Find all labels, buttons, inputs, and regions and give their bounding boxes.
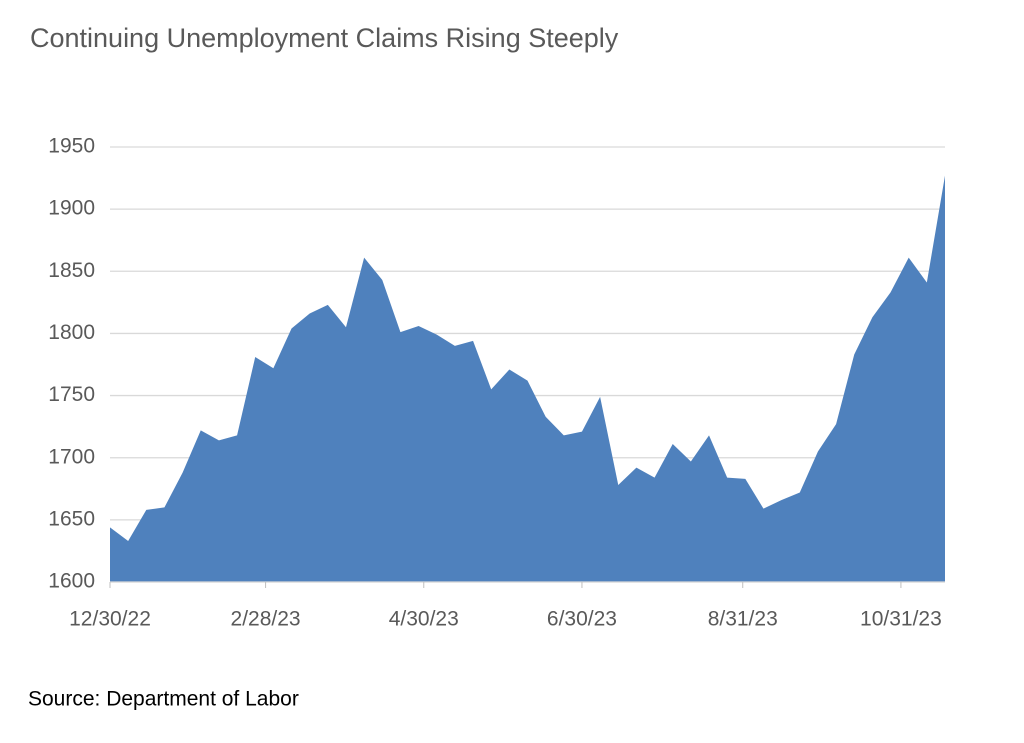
area	[110, 175, 945, 583]
y-tick-label: 1850	[48, 259, 95, 282]
y-tick-label: 1800	[48, 321, 95, 344]
source-note: Source: Department of Labor	[28, 688, 299, 711]
y-tick-label: 1900	[48, 197, 95, 220]
y-tick-label: 1750	[48, 383, 95, 406]
y-tick-label: 1600	[48, 570, 95, 593]
y-tick-label: 1650	[48, 507, 95, 530]
y-tick-label: 1950	[48, 135, 95, 158]
y-tick-label: 1700	[48, 445, 95, 468]
x-tick-label: 8/31/23	[708, 608, 778, 631]
chart-title: Continuing Unemployment Claims Rising St…	[30, 23, 619, 53]
x-tick-label: 2/28/23	[231, 608, 301, 631]
x-tick-label: 12/30/22	[69, 608, 151, 631]
x-tick-label: 6/30/23	[547, 608, 617, 631]
x-tick-label: 4/30/23	[389, 608, 459, 631]
x-tick-label: 10/31/23	[860, 608, 942, 631]
